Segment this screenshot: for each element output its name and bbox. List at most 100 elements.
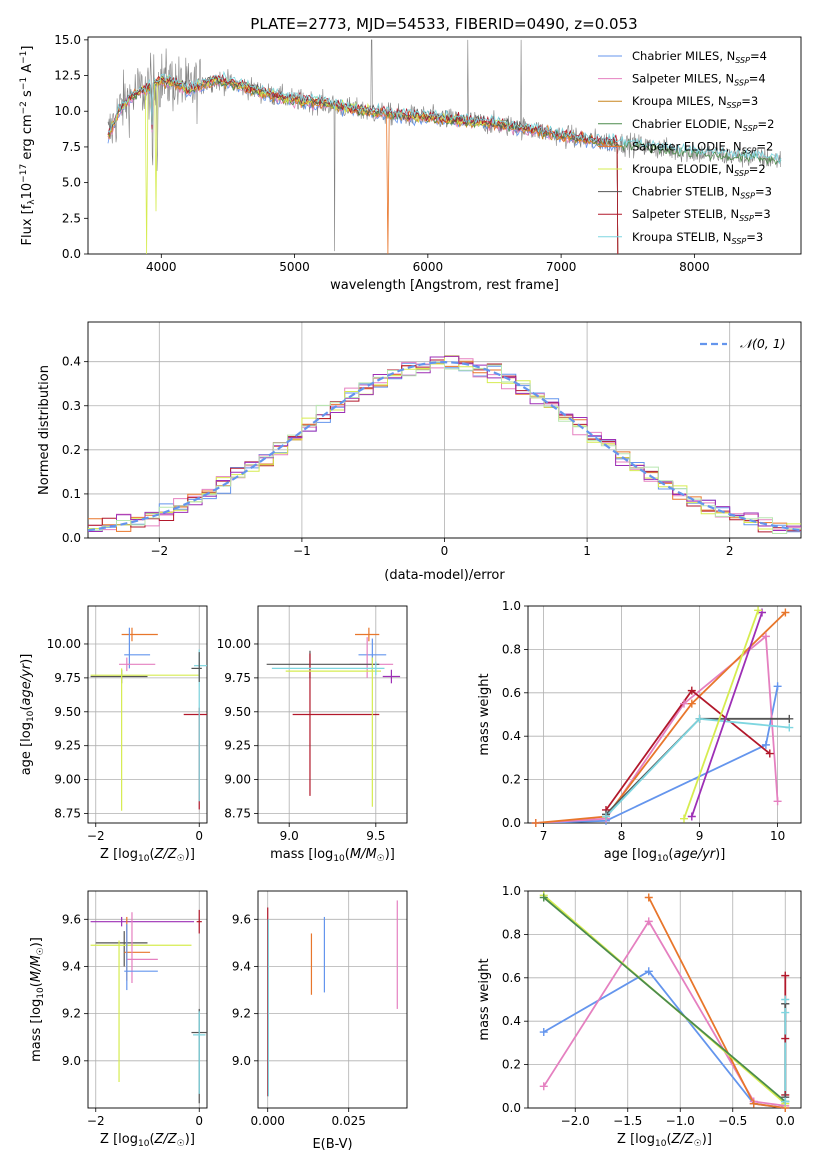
error-bar-point-6: [271, 661, 385, 676]
weight-point-marker: [680, 699, 688, 708]
x-tick-label: −2: [87, 829, 105, 843]
label-part: M/M: [29, 955, 44, 982]
y-axis-label: mass weight: [477, 958, 492, 1040]
label-part: 10: [657, 854, 669, 864]
label-part: Z [log: [100, 847, 138, 862]
x-axis-label: (data-model)/error: [384, 568, 505, 583]
x-axis-label: mass [log10(M/M☉)]: [270, 847, 395, 864]
x-tick-label: −2: [87, 1114, 105, 1128]
legend-label-text: Chabrier MILES, N: [632, 49, 735, 63]
y-tick-label: 9.4: [232, 959, 251, 973]
axes-frame: [257, 605, 408, 824]
y-tick-label: 0.8: [502, 927, 521, 941]
legend-label-text: Kroupa STELIB, N: [632, 230, 732, 244]
y-axis-label: mass [log10(M/M☉)]: [29, 937, 46, 1062]
plot-area-age-vs-mass: [266, 627, 401, 807]
y-tick-label: 9.2: [232, 1007, 251, 1021]
weight-point-marker: [644, 917, 653, 926]
label-part: )]: [702, 1132, 712, 1147]
label-part: mass [log: [270, 847, 333, 862]
axes-weight-vs-z: −2.0 −1.5 −1.0 −0.5 0.0 0.0 0.2 0.4 0.6 0.8 1.0 mas…: [477, 884, 802, 1149]
axes-mass-vs-z: −2 09.09.29.49.6Z [log10(Z/Z☉)]mass [log1…: [29, 890, 208, 1149]
x-tick-label: 7000: [546, 260, 577, 274]
y-tick-label: 2.5: [62, 211, 81, 225]
plot-area-age-vs-z: [90, 627, 207, 811]
error-bar-point-2: [90, 940, 192, 1083]
axes-frame: [87, 36, 802, 255]
label-part: Z [log: [100, 1132, 138, 1147]
legend-label: Kroupa ELODIE, NSSP=2: [632, 162, 766, 178]
x-tick-label: −0.5: [718, 1114, 747, 1128]
axes-weight-vs-age: 7 8 9 10 0.0 0.2 0.4 0.6 0.8 1.0 mass weight age [l…: [477, 599, 802, 864]
weight-point-marker: [761, 632, 770, 641]
axes-frame: [527, 605, 802, 824]
label-part: erg cm: [20, 114, 35, 163]
label-part: age/yr: [19, 662, 34, 705]
weight-point-marker: [781, 995, 790, 1004]
label-part: −1: [19, 77, 29, 90]
y-tick-label: 9.2: [62, 1007, 81, 1021]
y-tick-label: 0.0: [62, 531, 81, 545]
label-part: (: [666, 1132, 671, 1147]
weight-point-marker: [687, 812, 696, 821]
y-tick-label: 9.00: [224, 773, 251, 787]
weight-point-marker: [680, 814, 688, 823]
label-part: (: [668, 847, 673, 862]
weight-point-marker: [644, 967, 653, 976]
weight-point-marker: [785, 723, 794, 732]
x-tick-label: 6000: [413, 260, 444, 274]
model-spectrum-8: [107, 70, 782, 165]
label-part: ☉: [377, 854, 385, 864]
legend-label-sub: SSP: [739, 214, 754, 223]
legend-label-text: Salpeter STELIB, N: [632, 207, 739, 221]
legend-label-sub: SSP: [743, 124, 758, 133]
label-part: wavelength [Angstrom, rest frame]: [330, 278, 559, 293]
label-part: 10: [26, 710, 36, 722]
label-part: 10: [138, 1139, 150, 1149]
label-part: 10: [655, 1139, 667, 1149]
label-part: (: [345, 847, 350, 862]
error-bar-point-5: [285, 657, 382, 807]
legend-label-text: Salpeter MILES, N: [632, 72, 734, 86]
legend-label: Kroupa STELIB, NSSP=3: [632, 230, 763, 246]
x-tick-label: 9: [696, 829, 704, 843]
plot-area-mass-vs-z: [90, 909, 207, 1104]
y-tick-label: 9.00: [54, 773, 81, 787]
legend-label: Chabrier MILES, NSSP=4: [632, 49, 767, 65]
label-part: ☉: [36, 947, 46, 955]
x-axis-label: E(B-V): [312, 1137, 352, 1152]
x-tick-label: 8000: [679, 260, 710, 274]
error-bar-point-1: [95, 931, 148, 967]
label-part: age [log: [604, 847, 657, 862]
x-tick-label: 9.5: [366, 829, 385, 843]
weight-series-1: [543, 919, 786, 1107]
y-tick-label: 0.8: [502, 642, 521, 656]
label-part: )]: [185, 847, 195, 862]
legend-label-sub: SSP: [735, 56, 750, 65]
legend-label-value: =3: [741, 94, 758, 108]
x-axis-label: Z [log10(Z/Z☉)]: [617, 1132, 712, 1149]
x-tick-label: 0.000: [251, 1114, 285, 1128]
label-part: ☉: [694, 1139, 702, 1149]
weight-point-marker: [531, 819, 540, 827]
weight-point-marker: [644, 893, 653, 902]
error-bar-point-6: [196, 909, 202, 934]
y-tick-label: 0.4: [502, 729, 521, 743]
label-part: ]: [20, 46, 35, 51]
legend-label: Salpeter ELODIE, NSSP=2: [632, 139, 773, 155]
legend-label-sub: SSP: [732, 237, 747, 246]
legend-label-value: =4: [749, 72, 766, 86]
y-tick-label: 7.5: [62, 140, 81, 154]
y-tick-label: 9.75: [54, 671, 81, 685]
y-tick-label: 9.0: [232, 1054, 251, 1068]
plot-area-mass-vs-ebv: [267, 900, 398, 1097]
legend-label-sub: SSP: [740, 192, 755, 201]
weight-point-marker: [539, 1028, 548, 1037]
y-tick-label: 0.2: [62, 443, 81, 457]
y-axis-label: Flux [fλ10−17 erg cm−2 s−1 A−1]: [19, 46, 37, 246]
y-tick-label: 1.0: [502, 884, 521, 898]
y-tick-label: 0.4: [62, 355, 81, 369]
x-tick-label: 1: [583, 544, 591, 558]
x-tick-label: 4000: [146, 260, 177, 274]
